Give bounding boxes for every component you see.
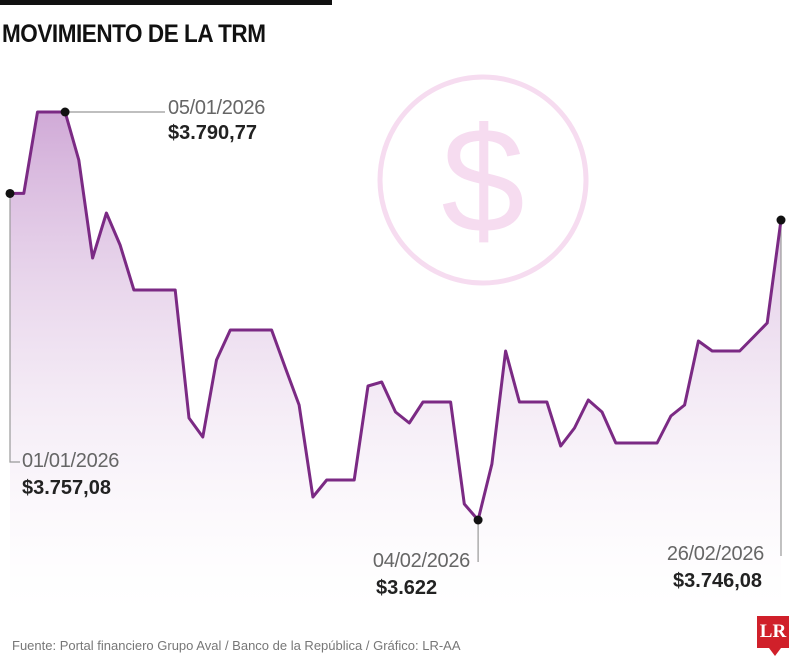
highlight-point-0: [5, 188, 15, 198]
annotation-date-end: 26/02/2026: [666, 543, 764, 565]
dollar-watermark-icon: $: [441, 96, 524, 264]
annotation-value-peak: $3.790,77: [168, 122, 257, 144]
annotation-value-low: $3.622: [376, 577, 438, 599]
annotation-date-peak: 05/01/2026: [168, 97, 266, 119]
annotation-value-start: $3.757,08: [22, 477, 111, 499]
highlight-point-2: [473, 515, 483, 525]
annotation-date-start: 01/01/2026: [22, 450, 120, 472]
annotation-value-end: $3.746,08: [673, 570, 762, 592]
dollar-watermark-circle: [377, 74, 589, 286]
chart-title: MOVIMIENTO DE LA TRM: [2, 20, 266, 48]
series-line: [10, 110, 783, 522]
lr-logo: LR: [757, 616, 789, 656]
highlight-point-1: [60, 107, 70, 117]
annotation-date-low: 04/02/2026: [372, 550, 470, 572]
source-note: Fuente: Portal financiero Grupo Aval / B…: [12, 638, 461, 653]
area-fill: [10, 112, 781, 610]
highlight-point-3: [776, 215, 786, 225]
leader-line-start: [9, 193, 20, 463]
title-bar-accent: [0, 0, 332, 5]
